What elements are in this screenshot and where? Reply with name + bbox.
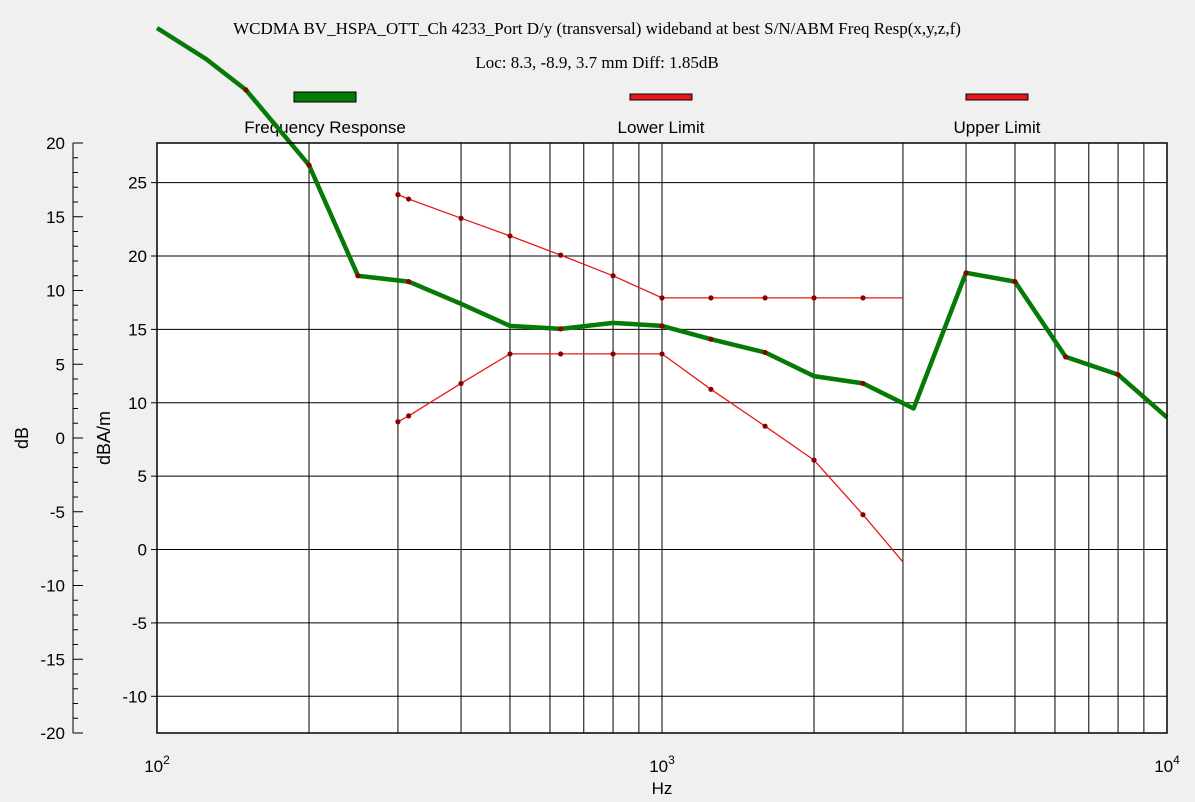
upper-limit-marker (860, 295, 866, 301)
upper-limit-marker (406, 196, 412, 202)
x-tick-label-exponent: 3 (668, 753, 675, 767)
x-tick-label: 104 (1154, 753, 1180, 776)
frequency-response-marker (558, 326, 564, 332)
lower-limit-line (397, 353, 904, 563)
chart-subtitle: Loc: 8.3, -8.9, 3.7 mm Diff: 1.85dB (475, 53, 718, 72)
left-tick-label: 10 (46, 282, 65, 301)
right-tick-label: 15 (128, 320, 147, 339)
lower-limit-marker (395, 419, 401, 425)
legend-swatch-lower-limit (629, 93, 693, 101)
x-tick-label-exponent: 4 (1173, 753, 1180, 767)
right-tick-label: 10 (128, 394, 147, 413)
right-tick-label: 20 (128, 247, 147, 266)
upper-limit-marker (708, 295, 714, 301)
lower-limit-marker (507, 351, 513, 357)
left-tick-label: 15 (46, 208, 65, 227)
lower-limit-marker (458, 380, 464, 387)
frequency-response-marker (355, 273, 361, 279)
upper-limit-marker (610, 273, 616, 279)
x-tick-label-base: 10 (144, 757, 163, 776)
legend-swatch-upper-limit (965, 93, 1029, 101)
right-tick-label: 5 (138, 467, 147, 486)
lower-limit-marker (708, 386, 714, 392)
left-tick-label: 0 (56, 429, 65, 448)
frequency-response-marker (1012, 279, 1018, 285)
right-y-axis: 25 20 15 10 5 0 -5 -10 (122, 174, 157, 706)
legend: Frequency Response Lower Limit Upper Lim… (244, 91, 1041, 137)
left-tick-label: 5 (56, 355, 65, 374)
x-tick-label-exponent: 2 (163, 753, 170, 767)
right-tick-label: -10 (122, 687, 147, 706)
x-tick-label-base: 10 (649, 757, 668, 776)
legend-swatch-frequency-response (293, 91, 357, 103)
upper-limit-marker (507, 233, 513, 239)
upper-limit-marker (762, 295, 768, 301)
chart-title: WCDMA BV_HSPA_OTT_Ch 4233_Port D/y (tran… (233, 19, 961, 38)
legend-label-upper-limit: Upper Limit (954, 118, 1041, 137)
series-group (155, 26, 1169, 563)
left-tick-label: -10 (40, 577, 65, 596)
frequency-response-marker (306, 162, 312, 168)
plot-frame (156, 142, 1168, 734)
right-tick-label: 0 (138, 541, 147, 560)
lower-limit-marker (811, 457, 817, 463)
upper-limit-marker (659, 295, 665, 301)
frequency-response-marker (243, 87, 249, 93)
legend-label-lower-limit: Lower Limit (618, 118, 705, 137)
x-tick-label: 102 (144, 753, 170, 776)
left-tick-label: -15 (40, 650, 65, 669)
grid (157, 143, 1167, 733)
upper-limit-marker (458, 215, 464, 221)
frequency-response-marker (1115, 371, 1121, 378)
lower-limit-marker (610, 351, 616, 357)
right-tick-label: -5 (132, 614, 147, 633)
left-y-axis: 20 15 10 5 0 -5 -10 -15 -20 (40, 134, 83, 743)
upper-limit-line (397, 193, 903, 299)
left-tick-label: -20 (40, 724, 65, 743)
x-axis-label: Hz (652, 779, 673, 798)
left-tick-label: -5 (50, 503, 65, 522)
right-tick-label: 25 (128, 174, 147, 193)
lower-limit-marker (762, 423, 768, 429)
y-axis-label-left: dB (12, 427, 32, 449)
upper-limit-marker (811, 295, 817, 301)
frequency-response-marker (1063, 354, 1069, 360)
upper-limit-marker (558, 252, 564, 258)
left-tick-label: 20 (46, 134, 65, 153)
lower-limit-marker (406, 413, 412, 419)
upper-limit-marker (395, 192, 401, 198)
x-tick-label-base: 10 (1154, 757, 1173, 776)
x-axis: 102 103 104 (144, 753, 1180, 776)
lower-limit-marker (659, 351, 665, 357)
frequency-response-marker (708, 336, 714, 342)
frequency-response-marker (860, 380, 866, 387)
frequency-response-marker (963, 270, 969, 276)
lower-limit-marker (860, 512, 866, 518)
y-axis-label-right: dBA/m (94, 411, 114, 465)
frequency-response-marker (406, 279, 412, 285)
x-tick-label: 103 (649, 753, 675, 776)
lower-limit-marker (558, 351, 564, 357)
frequency-response-marker (659, 323, 665, 329)
legend-label-frequency-response: Frequency Response (244, 118, 406, 137)
frequency-response-marker (762, 349, 768, 356)
